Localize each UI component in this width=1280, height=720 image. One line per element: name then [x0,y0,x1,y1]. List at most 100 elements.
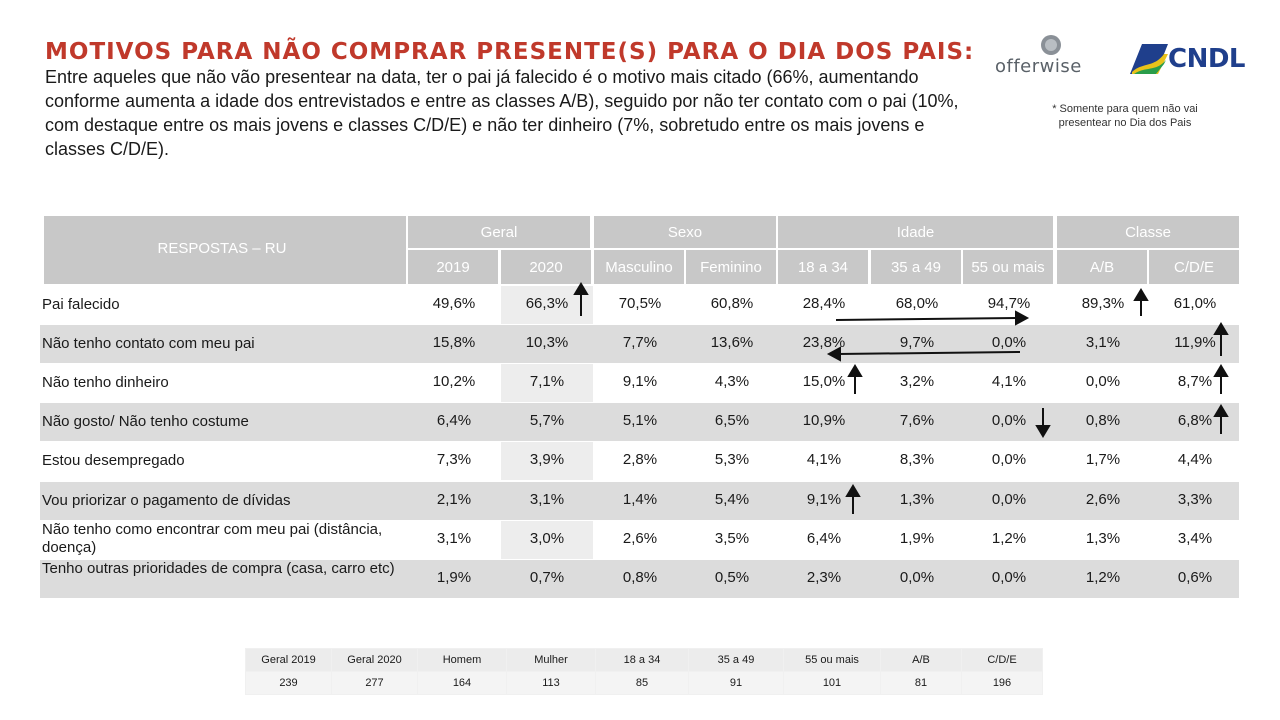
table-cell: 4,1% [991,373,1027,390]
table-cell: 1,3% [899,491,935,508]
sample-size-value: 81 [880,671,962,695]
table-cell: 1,2% [991,530,1027,547]
table-cell: 11,9% [1174,334,1216,351]
table-cell: 0,0% [991,412,1027,429]
table-cell: 4,4% [1177,451,1213,468]
column-header: 55 ou mais [963,250,1053,284]
table-cell: 2,6% [622,530,658,547]
column-header: Masculino [594,250,684,284]
table-cell: 15,8% [432,334,476,351]
column-label: 2020 [529,258,563,276]
row-label: Não gosto/ Não tenho costume [42,413,249,430]
table-cell: 7,7% [622,334,658,351]
table-cell: 0,0% [991,569,1027,586]
table-cell: 70,5% [618,295,662,312]
page-title: MOTIVOS PARA NÃO COMPRAR PRESENTE(S) PAR… [45,40,980,161]
group-label: Geral [480,223,518,241]
table-cell: 10,2% [432,373,476,390]
sample-size-value: 239 [245,671,332,695]
column-label: 55 ou mais [971,258,1045,276]
table-cell: 8,3% [899,451,935,468]
sample-size-value: 277 [331,671,418,695]
table-cell: 68,0% [895,295,939,312]
column-label: Masculino [605,258,673,276]
table-cell: 6,4% [436,412,472,429]
table-cell: 2,6% [1085,491,1121,508]
sample-size-header: 18 a 34 [595,648,689,672]
table-cell: 13,6% [710,334,754,351]
table-cell: 9,1% [622,373,658,390]
column-header: Feminino [686,250,776,284]
row-label: Não tenho contato com meu pai [42,335,255,352]
table-cell: 94,7% [987,295,1031,312]
table-cell: 3,2% [899,373,935,390]
table-cell: 0,0% [991,451,1027,468]
group-header-classe: Classe [1057,216,1239,248]
column-header: 35 a 49 [871,250,961,284]
table-cell: 5,7% [529,412,565,429]
table-cell: 0,7% [529,569,565,586]
table-cell: 3,4% [1177,530,1213,547]
table-cell: 89,3% [1081,295,1125,312]
title-description: Entre aqueles que não vão presentear na … [45,67,959,159]
column-header: 2020 [501,250,591,284]
row-band [40,482,1239,520]
sample-size-header: 35 a 49 [688,648,784,672]
sample-size-header: Geral 2019 [245,648,332,672]
table-cell: 6,8% [1177,412,1213,429]
row-label: Não tenho dinheiro [42,374,169,391]
table-cell: 1,9% [436,569,472,586]
column-header: 18 a 34 [778,250,868,284]
sample-size-value: 101 [783,671,881,695]
offerwise-logo: offerwise [995,34,1107,77]
row-band [40,560,1239,598]
table-cell: 6,5% [714,412,750,429]
column-header: 2019 [408,250,498,284]
column-label: Feminino [700,258,762,276]
offerwise-logo-text: offerwise [995,56,1082,77]
table-cell: 3,1% [529,491,565,508]
table-cell: 0,8% [622,569,658,586]
table-cell: 1,2% [1085,569,1121,586]
table-cell: 3,9% [501,442,593,480]
table-cell: 10,9% [802,412,846,429]
table-cell: 7,6% [899,412,935,429]
group-label: Classe [1125,223,1171,241]
table-cell: 0,6% [1177,569,1213,586]
table-cell: 10,3% [525,334,569,351]
row-label: Não tenho como encontrar com meu pai (di… [42,521,383,556]
table-cell: 4,3% [714,373,750,390]
table-cell: 4,1% [806,451,842,468]
sample-size-table: Geral 2019 Geral 2020 Homem Mulher 18 a 34 35… [245,648,1043,695]
table-cell: 0,0% [991,334,1027,351]
sample-size-header: Homem [417,648,507,672]
table-cell: 3,1% [436,530,472,547]
table-cell: 0,0% [899,569,935,586]
sample-size-header: A/B [880,648,962,672]
table-cell: 2,1% [436,491,472,508]
table-cell: 6,4% [806,530,842,547]
sample-size-header-row: Geral 2019 Geral 2020 Homem Mulher 18 a 34 35… [245,648,1043,672]
sample-size-value: 164 [417,671,507,695]
table-cell: 7,3% [436,451,472,468]
table-cell: 1,4% [622,491,658,508]
table-cell: 49,6% [432,295,476,312]
column-header: A/B [1057,250,1147,284]
table-cell: 5,4% [714,491,750,508]
table-cell: 0,0% [991,491,1027,508]
column-label: C/D/E [1173,258,1214,276]
table-cell: 1,7% [1085,451,1121,468]
cndl-emblem-icon [1130,44,1168,74]
table-cell: 2,8% [622,451,658,468]
group-label: Idade [896,223,935,241]
column-label: 35 a 49 [890,258,942,276]
table-cell: 5,3% [714,451,750,468]
cndl-logo-text: CNDL [1168,44,1246,74]
group-label: Sexo [667,223,703,241]
row-label: Vou priorizar o pagamento de dívidas [42,492,291,509]
table-cell: 66,3% [501,286,593,324]
table-cell: 61,0% [1173,295,1217,312]
column-label: A/B [1089,258,1115,276]
row-band [40,325,1239,363]
table-cell: 3,1% [1085,334,1121,351]
